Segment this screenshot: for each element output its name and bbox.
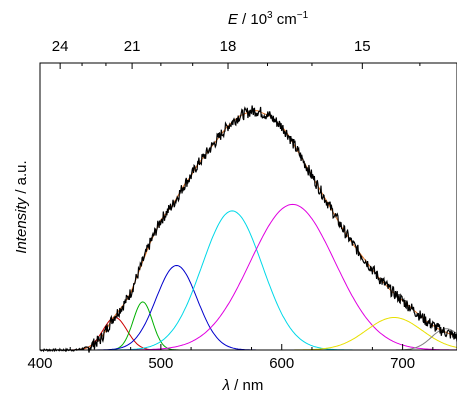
- y-axis-label: Intensity / a.u.: [13, 160, 30, 253]
- top-axis-label: E / 103 cm−1: [228, 10, 309, 28]
- x-tick-label: 600: [269, 355, 294, 372]
- gaussian-component-4: [40, 210, 457, 351]
- gaussian-component-5: [40, 203, 457, 351]
- gaussian-component-2: [40, 301, 457, 351]
- top-tick-label: 21: [124, 38, 141, 55]
- x-tick-label: 700: [390, 355, 415, 372]
- gaussian-component-1: [40, 316, 457, 351]
- top-x-axis: 24 21 18 15: [39, 38, 421, 69]
- bottom-x-axis: 400 500 600 700: [27, 344, 434, 372]
- top-tick-label: 18: [220, 38, 237, 55]
- top-tick-label: 24: [52, 38, 69, 55]
- x-tick-label: 500: [148, 355, 173, 372]
- plot-frame: [39, 62, 457, 351]
- top-tick-label: 15: [354, 38, 371, 55]
- spectrum-line: [39, 105, 457, 353]
- gaussian-components: [40, 203, 457, 351]
- x-tick-label: 400: [27, 355, 52, 372]
- x-axis-label: λ / nm: [222, 377, 264, 394]
- gaussian-component-6: [40, 317, 457, 351]
- spectrum-series: [39, 105, 457, 353]
